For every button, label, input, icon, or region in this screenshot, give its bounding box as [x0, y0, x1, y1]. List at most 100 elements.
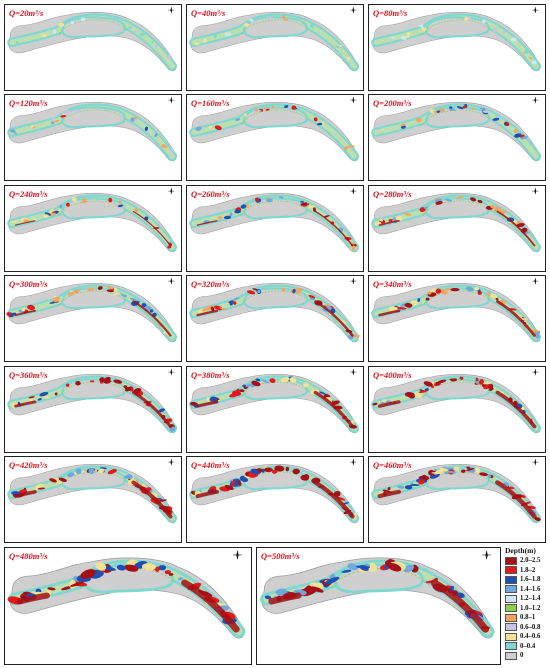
- depth-patch: [444, 198, 453, 202]
- depth-patch: [461, 469, 466, 473]
- depth-patch: [129, 297, 138, 302]
- depth-patch: [27, 304, 36, 311]
- depth-patch: [487, 474, 492, 479]
- depth-patch: [474, 287, 480, 291]
- deep-reach-upstream: [16, 592, 50, 605]
- deep-reach-upstream: [14, 220, 36, 226]
- depth-patch: [266, 197, 270, 199]
- north-arrow-icon: [532, 368, 539, 376]
- north-arrow-icon: [532, 187, 539, 195]
- depth-patch: [52, 29, 57, 34]
- depth-patch: [103, 379, 111, 384]
- depth-patch: [459, 376, 464, 380]
- river-depth-map: [371, 277, 542, 343]
- depth-patch: [403, 564, 414, 573]
- depth-patch: [240, 204, 247, 209]
- depth-patch: [502, 30, 506, 34]
- deep-reach-downstream: [132, 210, 172, 247]
- depth-patch: [15, 41, 19, 44]
- depth-patch: [308, 205, 316, 208]
- depth-patch: [270, 378, 275, 382]
- island-margin: [423, 200, 491, 216]
- depth-patch: [324, 576, 340, 585]
- depth-map-panel: Q=500m³/s: [256, 547, 501, 665]
- depth-legend: Depth(m) 2.0–2.5 1.8–2 1.6–1.8 1.4–1.6 1.2–1…: [505, 546, 550, 661]
- deep-reach-upstream: [195, 489, 219, 499]
- depth-patch: [261, 468, 265, 473]
- depth-patch: [280, 377, 290, 383]
- depth-patch: [69, 581, 84, 587]
- depth-patch: [319, 391, 327, 395]
- depth-map-panel: Q=320m³/s: [186, 275, 364, 362]
- depth-patch: [233, 301, 237, 305]
- depth-patch: [453, 466, 460, 471]
- deep-reach-upstream: [195, 400, 219, 408]
- depth-patch: [107, 286, 114, 290]
- depth-patch: [275, 588, 288, 596]
- discharge-label: Q=320m³/s: [191, 279, 230, 289]
- discharge-label: Q=20m³/s: [9, 8, 44, 18]
- depth-patch: [75, 468, 82, 475]
- island-margin: [59, 109, 127, 125]
- depth-patch: [446, 470, 457, 474]
- depth-patch: [284, 105, 289, 109]
- depth-patch: [482, 110, 490, 114]
- depth-patch: [168, 573, 174, 576]
- depth-map-panel: Q=360m³/s: [4, 366, 182, 453]
- depth-patch: [58, 477, 67, 482]
- depth-patch: [283, 18, 288, 21]
- depth-patch: [423, 206, 429, 209]
- depth-patch: [351, 242, 355, 245]
- depth-patch: [265, 108, 270, 111]
- discharge-label: Q=200m³/s: [373, 98, 412, 108]
- depth-patch: [71, 196, 77, 202]
- depth-patch: [346, 57, 351, 60]
- depth-patch: [303, 382, 309, 388]
- depth-patch: [423, 381, 433, 387]
- depth-patch: [281, 287, 286, 292]
- depth-patch: [450, 288, 460, 292]
- deep-reach-upstream: [378, 220, 400, 226]
- depth-patch: [344, 146, 348, 150]
- depth-patch: [404, 485, 413, 490]
- discharge-label: Q=260m³/s: [191, 189, 230, 199]
- depth-patch: [456, 195, 464, 200]
- river-depth-map: [7, 550, 246, 639]
- depth-patch: [316, 122, 323, 126]
- depth-patch: [80, 17, 86, 22]
- depth-patch: [479, 378, 484, 385]
- legend-swatch: [505, 575, 517, 584]
- depth-patch: [300, 202, 308, 206]
- island-margin: [59, 19, 127, 35]
- river-depth-map: [371, 96, 542, 162]
- depth-patch: [243, 113, 247, 117]
- depth-patch: [488, 384, 494, 389]
- depth-patch: [235, 118, 241, 121]
- depth-patch: [427, 291, 432, 295]
- depth-patch: [470, 197, 477, 202]
- depth-patch: [53, 119, 60, 123]
- depth-patch: [80, 569, 96, 579]
- depth-patch: [75, 381, 81, 386]
- legend-item: 1.6–1.8: [505, 575, 550, 585]
- legend-swatch: [505, 604, 517, 613]
- legend-item: 1.4–1.6: [505, 585, 550, 595]
- north-arrow-icon: [233, 550, 242, 560]
- legend-label: 1.4–1.6: [520, 585, 541, 593]
- north-arrow-icon: [532, 277, 539, 285]
- depth-patch: [70, 21, 75, 25]
- island-margin: [241, 290, 309, 306]
- depth-patch: [379, 218, 384, 222]
- deep-reach-downstream: [131, 390, 173, 429]
- depth-map-panel: Q=260m³/s: [186, 185, 364, 272]
- depth-patch: [374, 221, 381, 226]
- legend-label: 1.0–1.2: [520, 604, 541, 612]
- depth-patch: [351, 245, 356, 251]
- depth-patch: [436, 110, 441, 113]
- deep-reach-downstream: [430, 579, 490, 633]
- discharge-label: Q=420m³/s: [9, 460, 48, 470]
- depth-patch: [88, 468, 95, 475]
- north-arrow-icon: [350, 187, 357, 195]
- legend-swatch: [505, 585, 517, 594]
- legend-swatch: [505, 623, 517, 632]
